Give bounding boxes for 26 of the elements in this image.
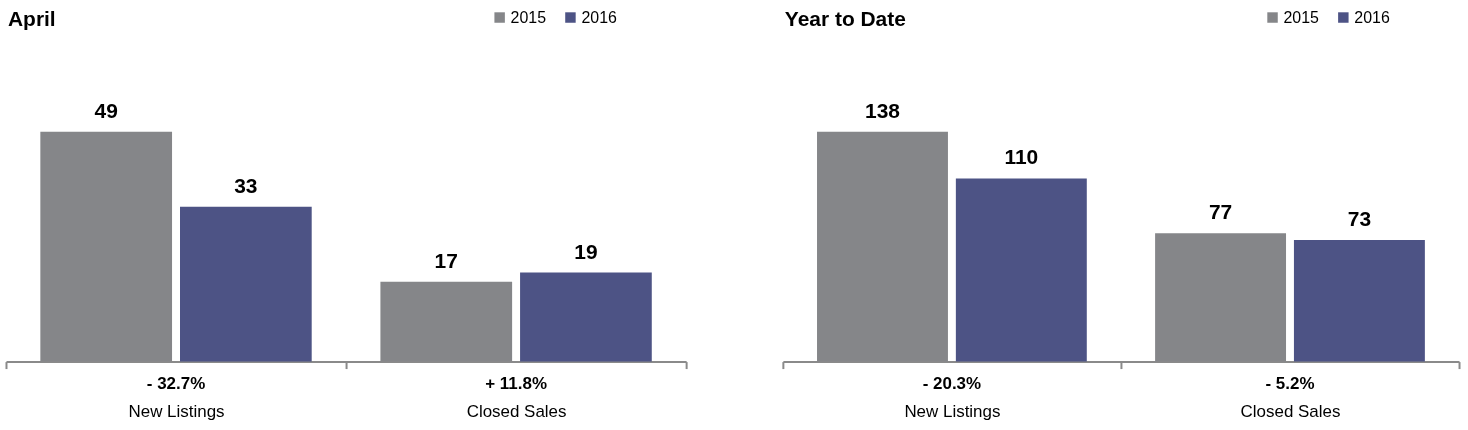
text: - 32.7%	[146, 373, 206, 393]
data-label: 110	[1004, 145, 1039, 169]
x-tick-label: New Listings	[128, 401, 225, 421]
bar	[180, 206, 312, 362]
data-label: 73	[1347, 207, 1372, 231]
legend-label: 2016	[1354, 8, 1390, 26]
x-tick-label: New Listings	[904, 401, 1001, 421]
data-label: 138	[865, 98, 900, 122]
bar	[955, 178, 1087, 362]
data-label: 49	[94, 98, 118, 122]
text: - 5.2%	[1265, 373, 1315, 393]
text: + 11.8%	[485, 373, 547, 393]
data-label: 17	[434, 248, 458, 272]
data-label: 77	[1208, 200, 1233, 224]
legend-label: 2015	[510, 8, 547, 26]
bar	[1293, 240, 1425, 362]
text: - 20.3%	[922, 373, 982, 393]
x-tick-label: Closed Sales	[466, 401, 567, 421]
legend-label: 2016	[581, 8, 618, 26]
legend-label: 2015	[1283, 8, 1320, 26]
data-label: 33	[234, 173, 258, 197]
bar	[520, 272, 652, 362]
data-label: 19	[574, 239, 598, 263]
chart-title: Year to Date	[784, 6, 906, 30]
x-tick-label: Closed Sales	[1240, 401, 1341, 421]
chart-title: April	[7, 6, 56, 30]
